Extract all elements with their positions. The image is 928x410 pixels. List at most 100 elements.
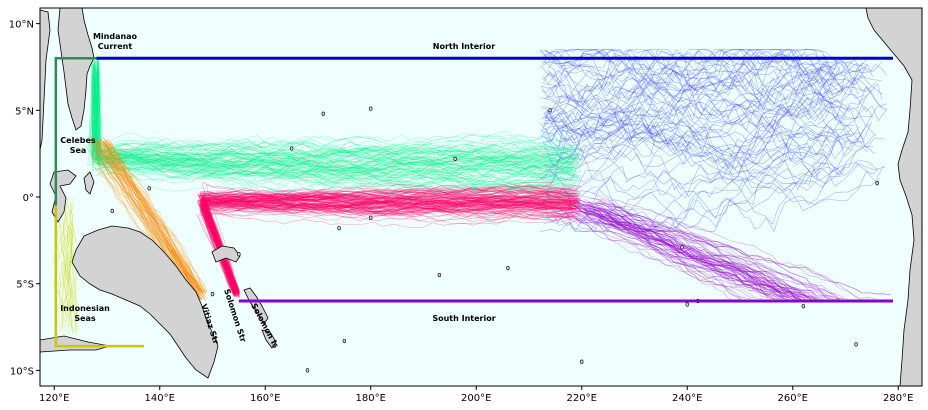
trajectory-line — [575, 199, 791, 299]
trajectory-line — [199, 193, 579, 295]
trajectory-line — [564, 208, 748, 301]
trajectory-line — [95, 73, 579, 166]
trajectory-line — [93, 60, 581, 172]
trajectory-line — [592, 193, 852, 301]
trajectory-line — [67, 201, 74, 322]
trajectory-line — [98, 147, 206, 301]
trajectory-line — [574, 205, 781, 300]
trajectory-line — [198, 189, 579, 293]
trajectory-line — [199, 202, 572, 292]
island — [237, 252, 241, 257]
trajectory-line — [204, 199, 573, 294]
island — [580, 359, 584, 364]
trajectory-line — [584, 208, 789, 298]
trajectory-line — [203, 196, 577, 298]
trajectory-line — [97, 70, 581, 193]
trajectory-line — [608, 204, 808, 299]
trajectory-line — [201, 204, 572, 297]
trajectory-line — [104, 141, 204, 293]
trajectory-line — [577, 208, 790, 299]
trajectory-line — [96, 59, 574, 176]
trajectory-line — [201, 194, 580, 294]
x-tick-label: 160°E — [250, 393, 280, 404]
trajectory-line — [546, 113, 875, 170]
trajectory-line — [567, 207, 844, 300]
trajectory-line — [543, 127, 884, 189]
trajectory-line — [204, 202, 580, 295]
trajectory-line — [204, 196, 579, 297]
trajectory-line — [205, 203, 580, 296]
trajectory-line — [570, 213, 803, 302]
trajectory-line — [200, 198, 580, 297]
trajectory-line — [198, 195, 578, 296]
trajectory-line — [89, 68, 572, 179]
trajectory-line — [88, 136, 198, 293]
trajectory-line — [577, 201, 807, 301]
trajectory-line — [202, 186, 580, 292]
trajectory-line — [199, 187, 576, 294]
trajectory-line — [199, 191, 577, 296]
trajectory-line — [199, 197, 581, 298]
trajectory-line — [96, 72, 574, 168]
trajectory-line — [545, 59, 867, 232]
trajectory-line — [97, 75, 571, 197]
solomon-islands-land-2 — [261, 329, 277, 349]
trajectory-line — [203, 198, 576, 295]
trajectory-line — [94, 70, 575, 200]
trajectory-line — [544, 137, 861, 232]
x-tick-label: 120°E — [39, 393, 69, 404]
trajectory-line — [203, 195, 579, 295]
trajectory-line — [539, 49, 837, 106]
trajectory-line — [60, 214, 69, 329]
trajectory-line — [95, 66, 572, 175]
trajectory-line — [200, 199, 580, 297]
trajectory-line — [572, 209, 734, 302]
trajectory-line — [91, 63, 576, 174]
trajectory-line — [200, 193, 573, 294]
trajectory-line — [199, 202, 576, 296]
trajectory-line — [103, 140, 203, 293]
island — [437, 272, 442, 278]
trajectory-line — [59, 223, 66, 332]
trajectory-line — [567, 200, 792, 301]
trajectory-line — [88, 64, 572, 189]
trajectory-line — [96, 68, 579, 173]
trajectory-line — [546, 49, 870, 167]
trajectory-line — [201, 186, 574, 296]
trajectory-line — [202, 195, 573, 294]
trajectory-line — [94, 73, 575, 174]
trajectory-line — [545, 143, 829, 232]
island — [147, 186, 151, 191]
island — [342, 338, 347, 344]
label-celebes-sea: Celebes Sea — [60, 136, 96, 155]
trajectory-line — [202, 197, 572, 295]
trajectory-line — [96, 69, 571, 156]
trajectory-line — [97, 75, 582, 179]
trajectory-line — [542, 147, 869, 205]
trajectory-line — [568, 202, 820, 302]
island — [875, 181, 879, 186]
trajectory-line — [201, 197, 574, 294]
island — [289, 146, 294, 151]
trajectory-line — [99, 143, 206, 301]
trajectory-line — [70, 226, 79, 331]
island — [548, 108, 552, 113]
new-britain-land — [211, 245, 241, 263]
trajectory-line — [66, 197, 75, 314]
trajectory-line — [97, 58, 574, 189]
trajectory-line — [203, 194, 579, 293]
x-tick-label: 140°E — [145, 393, 175, 404]
trajectory-line — [94, 58, 575, 199]
trajectory-line — [104, 139, 208, 300]
trajectory-line — [203, 198, 577, 296]
trajectory-line — [541, 49, 860, 94]
trajectory-line — [69, 229, 77, 333]
trajectory-line — [201, 202, 581, 297]
trajectory-line — [96, 137, 203, 300]
island — [110, 208, 114, 213]
trajectory-line — [201, 198, 580, 298]
trajectory-line — [95, 64, 577, 189]
trajectory-line — [573, 200, 769, 299]
trajectory-line — [545, 120, 826, 176]
trajectory-line — [91, 66, 575, 181]
